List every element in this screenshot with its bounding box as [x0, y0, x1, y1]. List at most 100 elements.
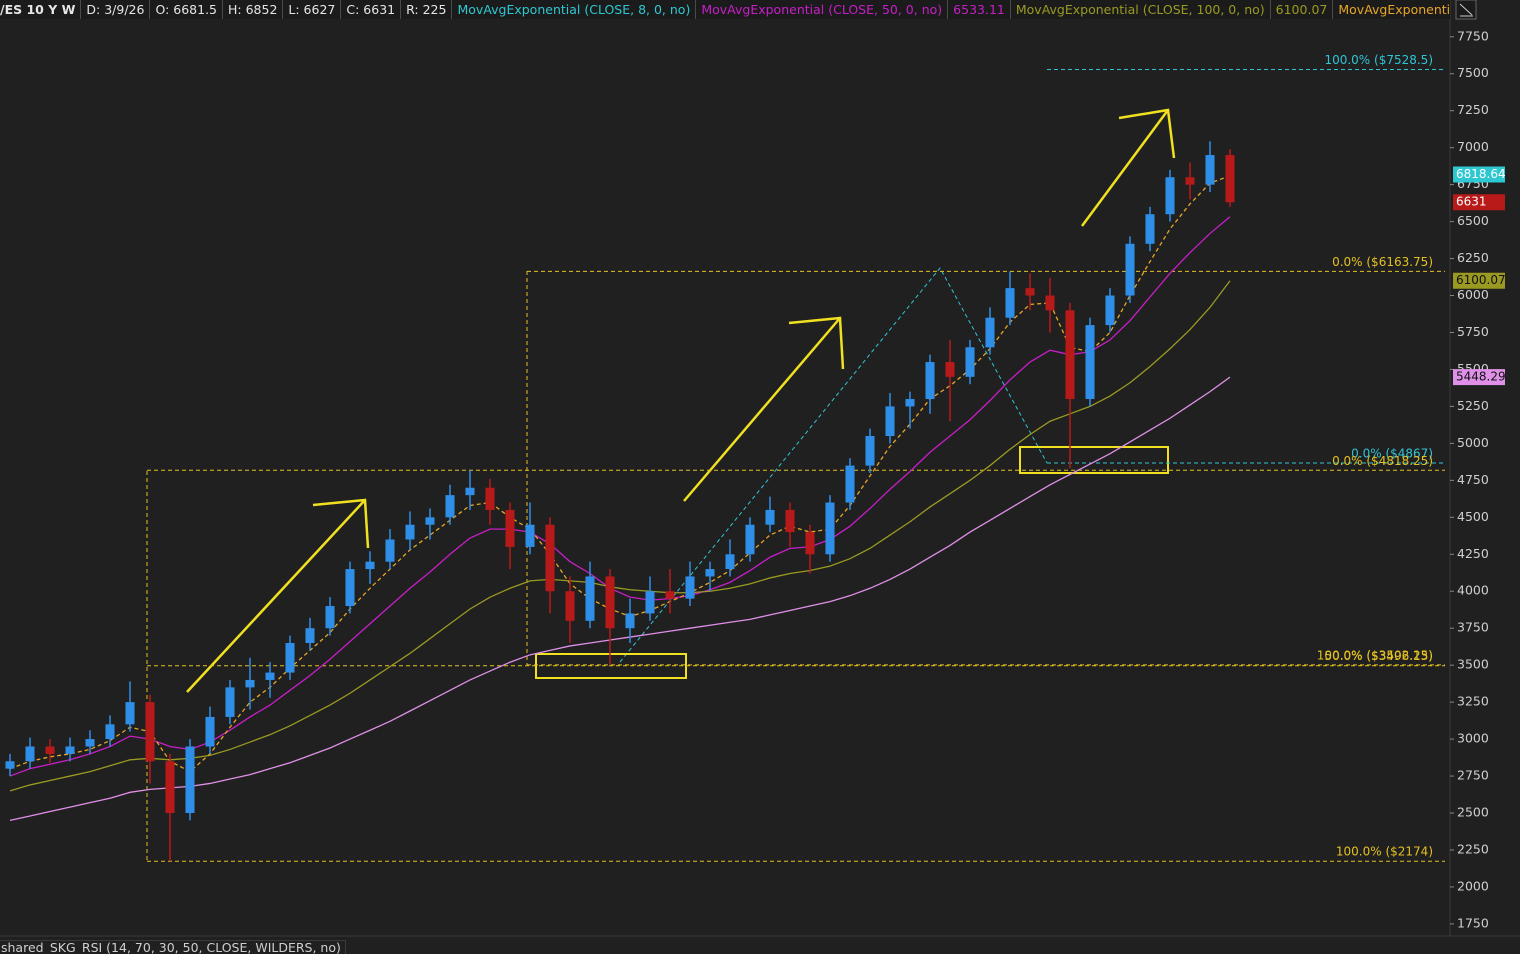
y-tick-label: 6500	[1457, 213, 1489, 228]
candle-body	[545, 524, 555, 592]
y-tick-label: 5750	[1457, 324, 1489, 339]
candle-body	[1205, 155, 1215, 185]
candle-body	[285, 642, 295, 673]
fib-label: 0.0% ($4818.25)	[1332, 454, 1433, 468]
y-tick-label: 7750	[1457, 28, 1489, 43]
candle-body	[565, 591, 575, 621]
candle-body	[185, 746, 195, 814]
candle-body	[845, 465, 855, 503]
price-bubble-label: 6631	[1456, 195, 1487, 209]
lower-study-label[interactable]: shared_SKG_RSI (14, 70, 30, 50, CLOSE, W…	[0, 940, 346, 954]
candle-body	[485, 487, 495, 510]
fib-label: 50.0% ($3496.13)	[1324, 649, 1433, 663]
y-tick-label: 7500	[1457, 65, 1489, 80]
candle-body	[365, 561, 375, 570]
candle-body	[825, 502, 835, 555]
candle-body	[1165, 177, 1175, 215]
price-bubble-label: 5448.29	[1456, 370, 1506, 384]
icon-glyph	[1459, 3, 1473, 16]
candle-body	[765, 509, 775, 525]
y-tick-label: 5000	[1457, 435, 1489, 450]
candle-body	[85, 739, 95, 747]
candle-body	[1025, 288, 1035, 296]
candle-body	[225, 687, 235, 717]
moving-average	[9, 376, 1231, 822]
candle-body	[405, 524, 415, 540]
candle-body	[5, 761, 15, 769]
candle-body	[245, 679, 255, 688]
candle-body	[1005, 288, 1015, 318]
fib-label: 100.0% ($2174)	[1336, 845, 1433, 859]
candle-body	[665, 591, 675, 599]
candle-body	[345, 569, 355, 607]
candle-body	[1125, 243, 1135, 296]
y-tick-label: 5250	[1457, 398, 1489, 413]
candle-body	[905, 399, 915, 407]
candle-body	[605, 576, 615, 629]
study-label[interactable]: MovAvgExponential (CLOSE, 8, 0, no)	[452, 0, 697, 19]
open: O: 6681.5	[150, 0, 223, 19]
candle-body	[505, 509, 515, 547]
symbol[interactable]: /ES 10 Y W	[0, 0, 82, 19]
y-tick-label: 3500	[1457, 657, 1489, 672]
y-tick-label: 4750	[1457, 472, 1489, 487]
y-tick-label: 7250	[1457, 102, 1489, 117]
low: L: 6627	[283, 0, 342, 19]
y-tick-label: 3250	[1457, 694, 1489, 709]
highlight-box	[1019, 446, 1169, 474]
study-label[interactable]: MovAvgExponential (CLOSE, 21, 0, no)	[1333, 0, 1450, 19]
y-tick-label: 4250	[1457, 546, 1489, 561]
study-label[interactable]: MovAvgExponential (CLOSE, 50, 0, no)	[696, 0, 949, 19]
chart-header: /ES 10 Y W D: 3/9/26 O: 6681.5 H: 6852 L…	[0, 0, 1450, 19]
price-bubble-label: 6818.64	[1456, 167, 1506, 181]
candle-body	[925, 362, 935, 400]
candle-body	[1105, 295, 1115, 326]
arrow-head	[1118, 108, 1176, 159]
arrow-head	[788, 316, 845, 370]
candle-body	[585, 576, 595, 621]
price-bubble	[1453, 272, 1505, 289]
candle-body	[685, 576, 695, 599]
candle-body	[1045, 295, 1055, 311]
study-value: 6533.11	[948, 0, 1011, 19]
candle-body	[1065, 310, 1075, 400]
y-tick-label: 4000	[1457, 583, 1489, 598]
fib-label: 100.0% ($7528.5)	[1324, 53, 1433, 67]
arrow-head	[312, 498, 370, 549]
candle-body	[885, 406, 895, 436]
trend-zigzag	[619, 267, 1048, 663]
candle-body	[265, 672, 275, 680]
candle-body	[165, 761, 175, 814]
candle-body	[645, 591, 655, 614]
candle-body	[965, 347, 975, 377]
moving-average	[9, 175, 1231, 773]
candle-body	[945, 362, 955, 377]
candle-body	[325, 606, 335, 629]
candle-body	[1145, 214, 1155, 244]
drawings: 100.0% ($7528.5) 0.0% ($4867) 0.0% ($6163.…	[146, 53, 1445, 862]
candle-body	[465, 487, 475, 496]
candle-body	[805, 532, 815, 555]
study-label[interactable]: MovAvgExponential (CLOSE, 100, 0, no)	[1011, 0, 1271, 19]
candle-body	[785, 509, 795, 533]
candle-body	[205, 716, 215, 747]
candle-body	[705, 569, 715, 577]
arrow	[1080, 109, 1170, 227]
candle-body	[525, 524, 535, 547]
price-bubble	[1453, 194, 1505, 211]
y-tick-label: 3750	[1457, 620, 1489, 635]
fib-label: 0.0% ($4867)	[1351, 447, 1433, 461]
candle-body	[725, 554, 735, 570]
candle-body	[1225, 155, 1235, 203]
candle-body	[445, 495, 455, 518]
high: H: 6852	[223, 0, 284, 19]
close: C: 6631	[341, 0, 402, 19]
y-tick-label: 4500	[1457, 509, 1489, 524]
window-icon[interactable]	[1455, 0, 1477, 20]
price-bubble	[1453, 166, 1505, 183]
candle-body	[745, 524, 755, 555]
candle-body	[985, 317, 995, 348]
candle-body	[45, 746, 55, 754]
